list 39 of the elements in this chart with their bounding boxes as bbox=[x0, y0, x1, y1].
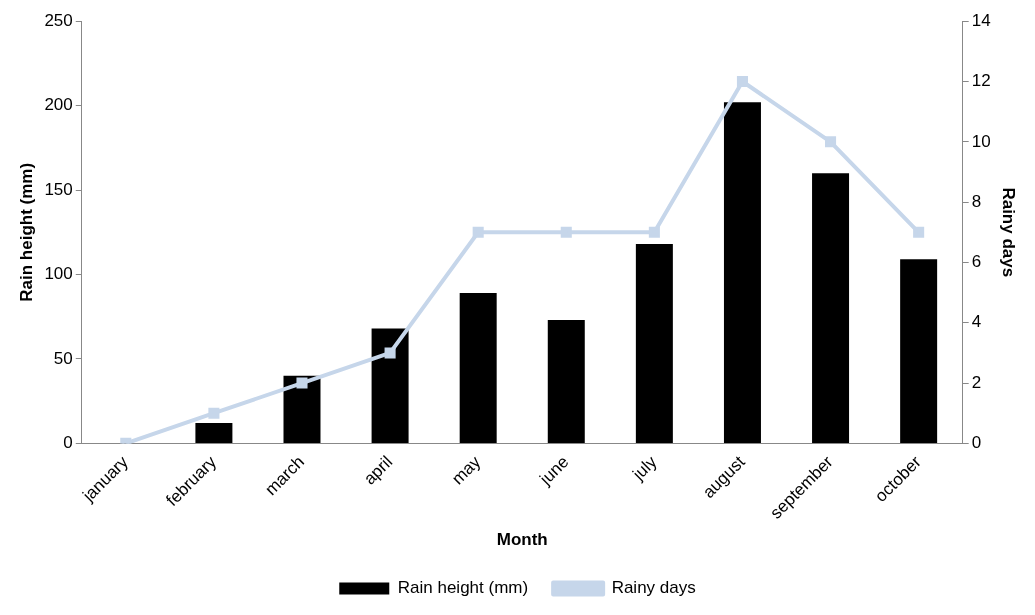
y-tick-label: 0 bbox=[63, 433, 73, 453]
y2-tick-label: 6 bbox=[971, 252, 982, 272]
point bbox=[560, 226, 572, 238]
y2-tick-label: 14 bbox=[971, 10, 991, 30]
y-tick-label: 200 bbox=[44, 95, 73, 115]
x-axis-title: Month bbox=[496, 530, 548, 550]
bar bbox=[195, 423, 233, 443]
bar bbox=[547, 320, 585, 443]
bar bbox=[459, 293, 497, 443]
point bbox=[384, 347, 396, 359]
bar bbox=[371, 328, 409, 443]
bar bbox=[812, 173, 850, 443]
bar bbox=[900, 259, 938, 443]
point bbox=[208, 407, 220, 419]
x-tick-label: may bbox=[448, 451, 485, 489]
legend-label: Rainy days bbox=[611, 578, 696, 598]
y2-tick-label: 10 bbox=[971, 131, 991, 151]
point bbox=[736, 75, 748, 88]
bar bbox=[635, 244, 673, 443]
point bbox=[472, 226, 484, 238]
y-axis-title: Rain height (mm) bbox=[16, 162, 36, 302]
bar bbox=[283, 375, 321, 443]
point bbox=[825, 136, 837, 148]
legend-label: Rain height (mm) bbox=[397, 578, 529, 598]
bar bbox=[723, 102, 761, 443]
y2-tick-label: 2 bbox=[971, 372, 982, 392]
y2-axis-title: Rainy days bbox=[999, 187, 1019, 278]
point bbox=[648, 226, 660, 238]
y2-tick-label: 0 bbox=[971, 433, 982, 453]
y-tick-label: 100 bbox=[44, 264, 73, 284]
y2-tick-label: 8 bbox=[971, 191, 982, 211]
point bbox=[913, 226, 925, 238]
y2-tick-label: 4 bbox=[971, 312, 982, 332]
x-tick-label: july bbox=[628, 451, 661, 485]
y-tick-label: 150 bbox=[44, 179, 73, 199]
y-tick-label: 50 bbox=[53, 348, 73, 368]
y2-tick-label: 12 bbox=[971, 71, 991, 91]
y-tick-label: 250 bbox=[44, 10, 73, 30]
point bbox=[296, 377, 308, 389]
